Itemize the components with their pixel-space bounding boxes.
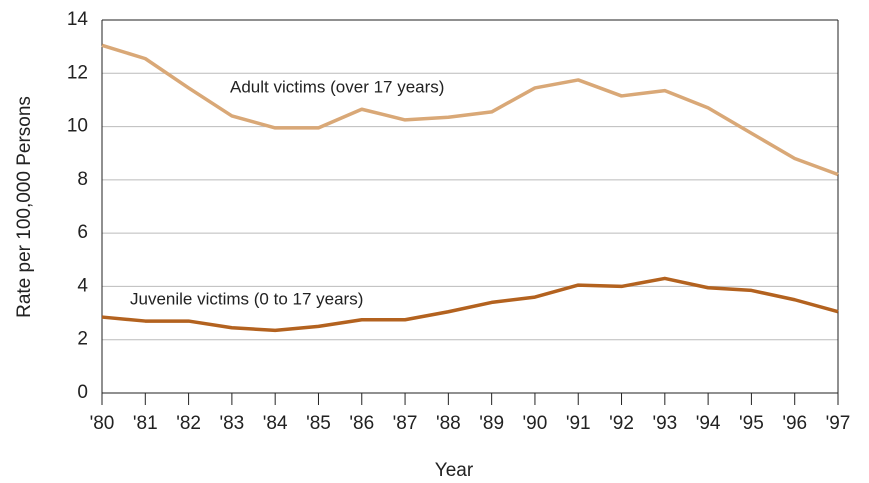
x-tick-label: '89	[479, 413, 504, 434]
x-tick-label: '96	[782, 413, 807, 434]
y-tick-label: 6	[77, 222, 88, 243]
x-tick-label: '94	[696, 413, 721, 434]
x-tick-label: '83	[219, 413, 244, 434]
x-tick-label: '91	[566, 413, 591, 434]
y-axis-label: Rate per 100,000 Persons	[14, 96, 35, 318]
y-tick-label: 2	[77, 329, 88, 350]
y-tick-label: 8	[77, 169, 88, 190]
series-label: Adult victims (over 17 years)	[230, 77, 444, 96]
x-axis-label: Year	[435, 460, 474, 481]
x-tick-label: '92	[609, 413, 634, 434]
series-line	[101, 276, 839, 333]
x-tick-label: '90	[523, 413, 548, 434]
y-tick-label: 14	[67, 9, 89, 30]
series-line	[101, 43, 839, 177]
x-tick-label: '87	[393, 413, 418, 434]
x-tick-label: '95	[739, 413, 764, 434]
x-tick-label: '84	[263, 413, 288, 434]
x-tick-label: '80	[90, 413, 115, 434]
x-tick-label: '86	[349, 413, 374, 434]
x-tick-label: '85	[306, 413, 331, 434]
x-tick-label: '93	[652, 413, 677, 434]
series-label: Juvenile victims (0 to 17 years)	[130, 289, 363, 308]
x-tick-label: '81	[133, 413, 158, 434]
y-tick-label: 12	[67, 62, 88, 83]
x-tick-label: '97	[826, 413, 851, 434]
y-tick-label: 4	[77, 275, 88, 296]
x-tick-label: '82	[176, 413, 201, 434]
y-tick-label: 10	[67, 116, 88, 137]
x-tick-label: '88	[436, 413, 461, 434]
y-tick-label: 0	[77, 382, 88, 403]
